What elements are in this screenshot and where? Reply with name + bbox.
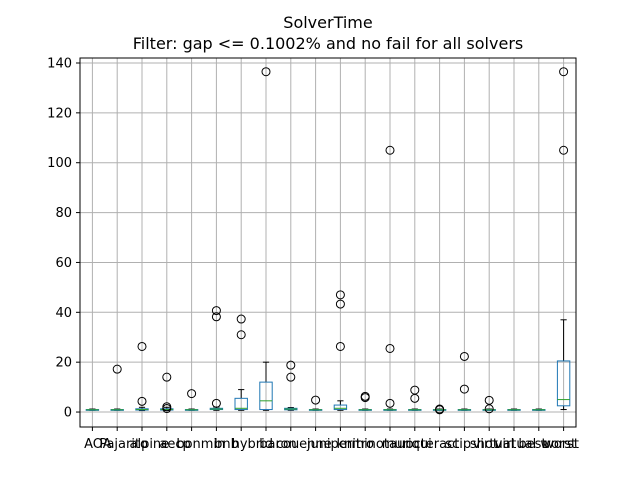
outlier-point — [335, 290, 345, 300]
y-axis: 0 20 40 60 80 100 120 140 — [47, 56, 80, 421]
x-tick-label: AOA — [84, 437, 112, 452]
outlier-point — [435, 404, 445, 414]
box-group — [383, 145, 397, 411]
outlier-point — [484, 395, 494, 405]
box-series — [85, 67, 571, 415]
outlier-point — [559, 67, 569, 77]
x-tick-label: worst — [543, 437, 579, 452]
x-tick-label: virtual worst — [495, 437, 577, 452]
x-tick-label: bnb — [214, 437, 239, 452]
box — [556, 360, 571, 407]
box-group — [333, 290, 348, 411]
chart-title: SolverTime — [283, 13, 372, 32]
outlier-point — [137, 396, 147, 406]
outlier-point — [162, 372, 172, 382]
outlier-point — [385, 398, 395, 408]
box-group — [284, 360, 298, 411]
box-group — [160, 372, 174, 414]
outlier-point — [236, 314, 246, 324]
outlier-point — [335, 299, 345, 309]
y-tick-label: 120 — [47, 106, 72, 121]
outlier-point — [187, 389, 197, 399]
x-tick-label: couenne — [276, 437, 332, 452]
plot-frame — [79, 57, 577, 428]
box-group — [209, 306, 224, 411]
outlier-point — [211, 306, 221, 316]
outlier-point — [286, 360, 296, 370]
box-group — [507, 408, 521, 411]
box-group — [556, 67, 571, 411]
outlier-point — [559, 145, 569, 155]
y-tick-label: 0 — [64, 406, 72, 421]
box-group — [408, 385, 422, 411]
x-tick-label: shot — [470, 437, 498, 452]
y-tick-label: 100 — [47, 156, 72, 171]
y-tick-label: 60 — [55, 256, 72, 271]
x-tick-label: virtual best — [473, 437, 547, 452]
x-tick-label: minotaur — [351, 437, 411, 452]
outlier-point — [335, 341, 345, 351]
outlier-point — [360, 391, 370, 401]
outlier-point — [236, 330, 246, 340]
x-tick-label: octeract — [406, 437, 460, 452]
box-group — [457, 351, 472, 411]
box — [234, 397, 248, 411]
x-tick-label: baron — [259, 437, 296, 452]
x-tick-label: Pajarito — [99, 437, 148, 452]
x-tick-label: aecp — [159, 437, 190, 452]
outlier-point — [459, 351, 469, 361]
outlier-point — [261, 67, 271, 77]
y-tick-label: 40 — [55, 306, 72, 321]
box-group — [432, 404, 447, 415]
x-tick-label: scip — [445, 437, 471, 452]
outlier-point — [112, 364, 122, 374]
y-tick-label: 80 — [55, 206, 72, 221]
box-group — [85, 408, 100, 411]
x-tick-label: alpine — [129, 437, 169, 452]
outlier-point — [385, 145, 395, 155]
grid-lines — [80, 58, 576, 427]
outlier-point — [410, 385, 420, 395]
outlier-point — [162, 402, 172, 412]
box — [259, 381, 273, 411]
x-tick-label: muriqui — [382, 437, 432, 452]
outlier-point — [385, 343, 395, 353]
x-axis: AOAPajaritoalpineaecpbonminbnbhybridbaro… — [84, 427, 579, 452]
box-group — [234, 314, 248, 411]
outlier-point — [211, 312, 221, 322]
chart-subtitle: Filter: gap <= 0.1002% and no fail for a… — [133, 34, 523, 53]
x-tick-label: hybrid — [232, 437, 273, 452]
box-group — [259, 67, 273, 411]
x-tick-label: bonmin — [176, 437, 225, 452]
outlier-point — [211, 398, 221, 408]
outlier-point — [459, 384, 469, 394]
outlier-point — [286, 372, 296, 382]
box-group — [532, 408, 546, 411]
outlier-point — [137, 341, 147, 351]
x-tick-label: juniper — [306, 437, 353, 452]
y-tick-label: 140 — [47, 56, 72, 71]
outlier-point — [311, 395, 321, 405]
box-group — [184, 389, 199, 411]
box-group — [135, 341, 149, 412]
box-group — [358, 391, 372, 411]
box-group — [110, 364, 124, 411]
box-group — [308, 395, 323, 411]
box-group — [482, 395, 496, 414]
y-tick-label: 20 — [55, 356, 72, 371]
x-tick-label: knitro — [336, 437, 374, 452]
box — [333, 404, 348, 411]
